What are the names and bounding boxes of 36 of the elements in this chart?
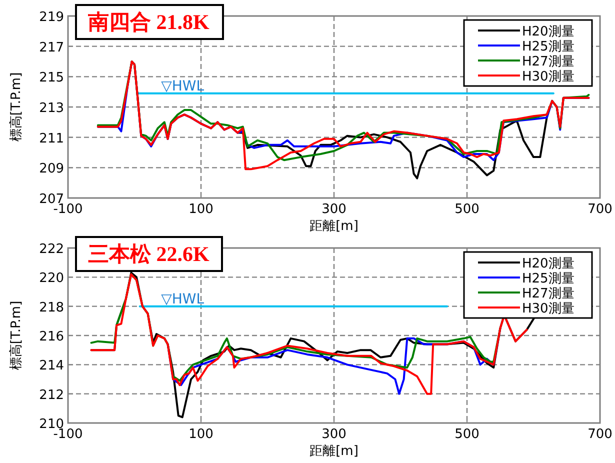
x-tick-label: 500 <box>454 427 480 442</box>
x-tick-label: 300 <box>322 427 346 442</box>
x-tick-label: 300 <box>322 202 346 217</box>
y-tick-label: 215 <box>39 70 64 86</box>
x-tick-label: 700 <box>588 202 612 217</box>
legend-label: H20測量 <box>522 24 574 40</box>
annotation: ▽HWL <box>161 291 204 308</box>
chart-title: 南四合 21.8K <box>87 10 210 34</box>
x-axis-title: 距離[m] <box>310 444 358 459</box>
y-tick-label: 209 <box>39 162 64 177</box>
y-tick-label: 218 <box>39 300 64 316</box>
x-tick-label: 700 <box>588 427 612 442</box>
annotation: ▽HWL <box>161 78 204 94</box>
legend-label: H27測量 <box>522 286 574 302</box>
x-tick-label: 100 <box>188 427 214 442</box>
y-tick-label: 211 <box>39 131 64 146</box>
y-axis-title: 標高[T.P.m] <box>8 300 24 370</box>
y-axis-title: 標高[T.P.m] <box>8 72 24 142</box>
y-tick-label: 219 <box>39 10 64 25</box>
legend-label: H30測量 <box>522 302 574 316</box>
y-tick-label: 212 <box>39 388 64 403</box>
y-tick-label: 220 <box>39 271 64 286</box>
legend-label: H25測量 <box>522 40 574 54</box>
y-tick-label: 213 <box>39 101 64 116</box>
legend-label: H25測量 <box>522 272 574 286</box>
x-axis-title: 距離[m] <box>310 219 358 234</box>
x-tick-label: 500 <box>454 202 480 217</box>
x-tick-label: 100 <box>188 202 214 217</box>
legend-label: H20測量 <box>522 256 574 272</box>
y-tick-label: 216 <box>39 330 64 344</box>
y-tick-label: 222 <box>39 242 64 257</box>
y-tick-label: 217 <box>39 40 64 56</box>
legend-label: H30測量 <box>522 70 574 84</box>
y-tick-label: 214 <box>39 358 64 374</box>
legend-label: H27測量 <box>522 54 574 70</box>
chart-title: 三本松 22.6K <box>88 242 210 266</box>
